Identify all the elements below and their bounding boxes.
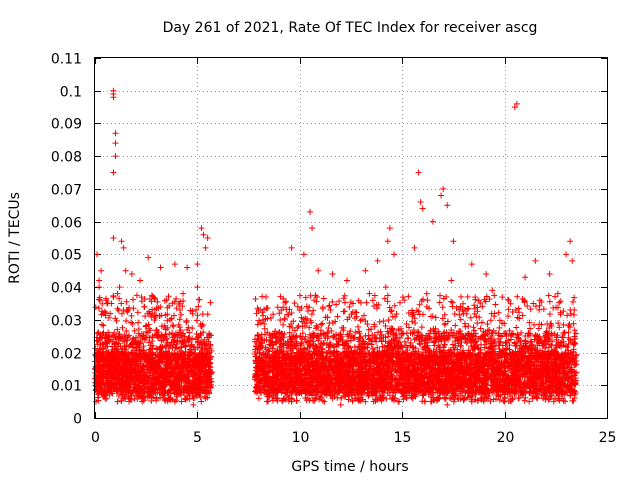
data-point-dense xyxy=(173,305,180,312)
data-point-dense xyxy=(178,332,185,339)
data-point-dense xyxy=(94,330,101,337)
data-point-dense xyxy=(158,337,165,344)
data-point-dense xyxy=(113,318,120,325)
data-point-dense xyxy=(157,334,164,341)
data-point-dense xyxy=(118,310,125,317)
data-point-dense xyxy=(167,316,174,323)
data-point-dense xyxy=(99,300,106,307)
data-point-dense xyxy=(182,396,189,403)
data-point-dense xyxy=(147,372,154,379)
data-point-dense xyxy=(165,293,172,300)
data-point-dense xyxy=(187,307,194,314)
data-point-dense xyxy=(96,346,103,353)
data-point-dense xyxy=(95,296,102,303)
data-point-dense xyxy=(198,398,205,405)
data-point-dense xyxy=(193,317,200,324)
data-points xyxy=(92,87,580,408)
data-point-dense xyxy=(142,313,149,320)
data-point-dense xyxy=(194,312,201,319)
data-point-dense xyxy=(98,321,105,328)
data-point-dense xyxy=(116,295,123,302)
data-point-dense xyxy=(92,345,99,352)
data-point-dense xyxy=(145,339,152,346)
data-point-dense xyxy=(207,299,214,306)
data-point-dense xyxy=(103,348,110,355)
data-point-dense xyxy=(123,327,130,334)
data-point-dense xyxy=(182,343,189,350)
data-point-dense xyxy=(114,305,121,312)
data-point-dense xyxy=(207,341,214,348)
data-point-dense xyxy=(140,348,147,355)
data-point-dense xyxy=(101,367,108,374)
data-point-dense xyxy=(119,324,126,331)
data-point-dense xyxy=(119,338,126,345)
data-point-dense xyxy=(145,376,152,383)
data-point-dense xyxy=(94,394,101,401)
data-point-dense xyxy=(153,312,160,319)
data-point-dense xyxy=(169,322,176,329)
data-point-dense xyxy=(143,322,150,329)
data-point-dense xyxy=(107,310,114,317)
data-point-dense xyxy=(178,398,185,405)
data-point-dense xyxy=(131,327,138,334)
data-point-dense xyxy=(180,297,187,304)
data-point-dense xyxy=(158,312,165,319)
data-point-dense xyxy=(177,311,184,318)
data-point-dense xyxy=(134,309,141,316)
data-point-dense xyxy=(142,323,149,330)
data-point-dense xyxy=(148,313,155,320)
data-point-dense xyxy=(112,315,119,322)
data-point-dense xyxy=(177,306,183,313)
data-point-dense xyxy=(105,314,112,321)
data-point-dense xyxy=(108,362,115,369)
data-point-dense xyxy=(193,306,200,313)
data-point-dense xyxy=(195,334,202,341)
data-point-dense xyxy=(123,298,130,305)
